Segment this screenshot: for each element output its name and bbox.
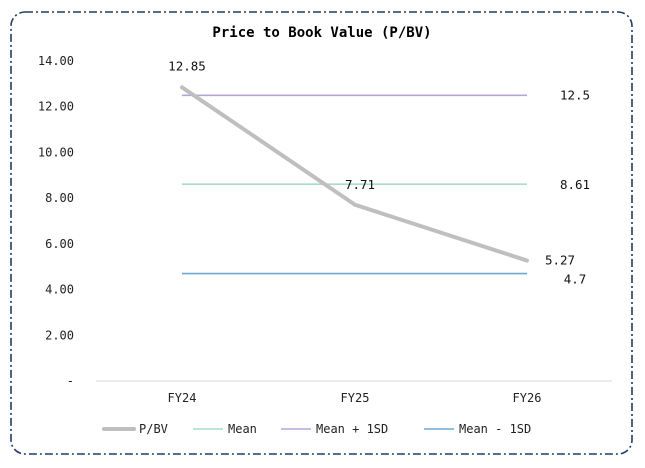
data-labels: 8.61 12.5 4.7 12.85 7.71 5.27 — [168, 58, 590, 286]
end-label: 8.61 — [560, 177, 590, 192]
pbv-data-label: 7.71 — [345, 177, 375, 192]
x-tick-label: FY26 — [513, 391, 542, 405]
end-label: 12.5 — [560, 87, 590, 102]
legend-label: P/BV — [139, 422, 168, 436]
y-tick-label: 2.00 — [45, 328, 74, 342]
y-axis-tick-labels: - 2.00 4.00 6.00 8.00 10.00 12.00 14.00 — [38, 54, 74, 388]
y-tick-label: 6.00 — [45, 237, 74, 251]
legend-label: Mean + 1SD — [316, 422, 388, 436]
y-tick-label: - — [67, 374, 74, 388]
x-tick-label: FY24 — [168, 391, 197, 405]
legend: P/BV Mean Mean + 1SD Mean - 1SD — [102, 422, 531, 436]
chart-border — [10, 11, 633, 455]
pbv-data-label: 5.27 — [545, 253, 575, 268]
legend-label: Mean — [228, 422, 257, 436]
series-line-pbv — [180, 85, 529, 263]
pbv-data-label: 12.85 — [168, 58, 206, 73]
legend-label: Mean - 1SD — [459, 422, 531, 436]
series-lines — [180, 85, 529, 275]
end-label: 4.7 — [564, 272, 587, 287]
y-tick-label: 12.00 — [38, 100, 74, 114]
y-tick-label: 10.00 — [38, 145, 74, 159]
y-tick-label: 8.00 — [45, 191, 74, 205]
y-tick-label: 4.00 — [45, 283, 74, 297]
chart-title: Price to Book Value (P/BV) — [212, 25, 431, 41]
y-tick-label: 14.00 — [38, 54, 74, 68]
x-tick-label: FY25 — [341, 391, 370, 405]
x-axis-tick-labels: FY24 FY25 FY26 — [168, 391, 542, 405]
